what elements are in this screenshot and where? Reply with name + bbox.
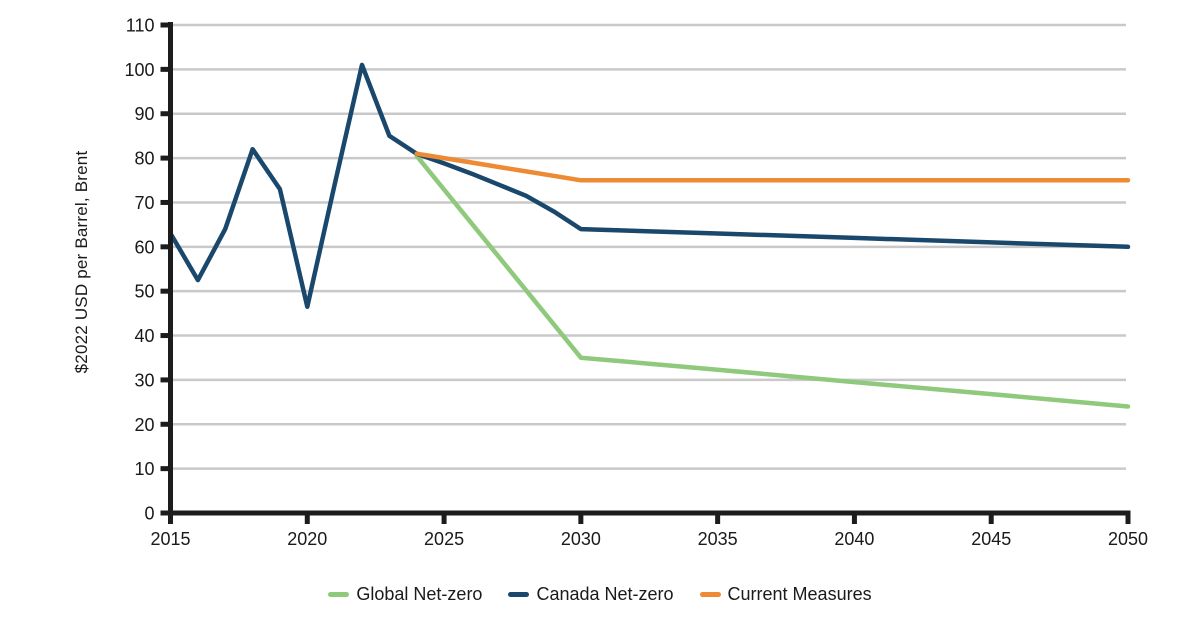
y-tick-label: 90 [134, 104, 154, 124]
y-tick-label: 40 [134, 326, 154, 346]
y-tick-label: 100 [124, 60, 154, 80]
y-axis-title: $2022 USD per Barrel, Brent [72, 150, 91, 374]
legend-item-current-measures: Current Measures [699, 584, 872, 605]
x-tick-label: 2015 [150, 529, 190, 549]
x-tick-label: 2025 [424, 529, 464, 549]
x-tick-label: 2045 [971, 529, 1011, 549]
global-net-zero-line [414, 153, 1131, 409]
y-tick-label: 80 [134, 149, 154, 169]
current-measures-line [414, 151, 1131, 183]
legend-item-global-net-zero: Global Net-zero [328, 584, 482, 605]
legend-item-canada-net-zero: Canada Net-zero [508, 584, 674, 605]
gridlines [170, 23, 1126, 470]
axes [160, 22, 1131, 524]
canada-net-zero-swatch-icon [508, 592, 530, 597]
x-tick-label: 2040 [834, 529, 874, 549]
y-tick-label: 10 [134, 459, 154, 479]
y-tick-label: 20 [134, 415, 154, 435]
canada-net-zero-line [168, 62, 1131, 309]
y-tick-label: 110 [126, 16, 155, 36]
series-lines [168, 62, 1131, 409]
y-tick-label: 50 [134, 282, 154, 302]
y-tick-label: 60 [134, 237, 154, 257]
y-tick-label: 30 [134, 370, 154, 390]
current-measures-swatch-icon [699, 592, 721, 597]
global-net-zero-swatch-icon [328, 592, 350, 597]
y-tick-label: 0 [144, 504, 154, 524]
legend-label-global-net-zero: Global Net-zero [356, 584, 483, 604]
x-tick-label: 2030 [561, 529, 601, 549]
x-tick-label: 2020 [287, 529, 327, 549]
legend-label-current-measures: Current Measures [727, 584, 872, 604]
y-tick-label: 70 [134, 193, 154, 213]
legend-label-canada-net-zero: Canada Net-zero [536, 584, 674, 604]
x-tick-label: 2035 [698, 529, 738, 549]
x-tick-label: 2050 [1108, 529, 1148, 549]
chart-legend: Global Net-zero Canada Net-zero Current … [0, 584, 1200, 605]
